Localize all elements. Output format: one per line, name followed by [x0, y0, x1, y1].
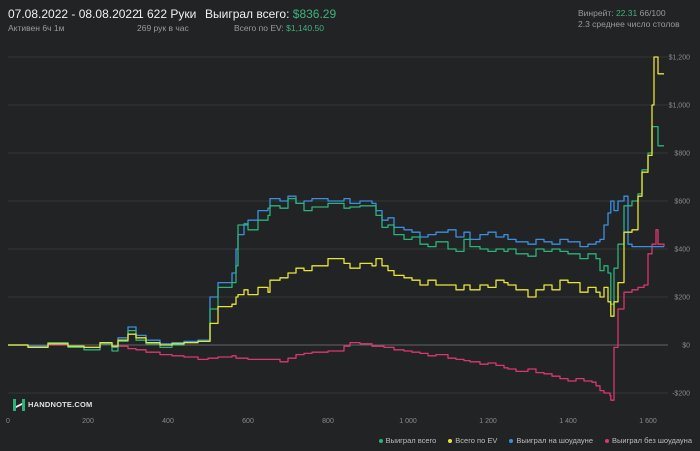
winrate-value: 22.31	[615, 8, 638, 18]
ev-total-label: Всего по EV:	[234, 23, 284, 33]
series-line-ev	[8, 56, 664, 349]
handnote-logo-text: HANDNOTE.COM	[28, 399, 93, 409]
handnote-logo-icon	[13, 398, 25, 411]
y-tick-label: $400	[674, 247, 690, 254]
x-tick-label: 800	[322, 418, 334, 425]
x-tick-label: 1 000	[399, 418, 417, 425]
hands-count: 1 622 Руки	[137, 7, 197, 21]
total-won-value: $836.29	[292, 7, 337, 21]
date-range: 07.08.2022 - 08.08.2022	[8, 7, 139, 21]
x-tick-label: 600	[242, 418, 254, 425]
y-tick-label: -$200	[672, 391, 690, 398]
legend-nonshowdown-label: Выиграл без шоудауна	[612, 436, 692, 445]
legend-showdown[interactable]: Выиграл на шоудауне	[509, 436, 593, 445]
winrate-extra: 66/100	[639, 8, 666, 18]
legend-ev[interactable]: Всего по EV	[448, 436, 497, 445]
x-tick-label: 1 400	[559, 418, 577, 425]
legend-total-label: Выиграл всего	[385, 436, 437, 445]
ev-total: Всего по EV: $1,140.50	[234, 23, 324, 33]
ev-total-value: $1,140.50	[286, 23, 324, 33]
handnote-logo: HANDNOTE.COM	[13, 398, 93, 411]
total-won-label: Выиграл всего:	[205, 7, 290, 21]
y-tick-label: $800	[674, 151, 690, 158]
x-tick-label: 1 200	[479, 418, 497, 425]
x-tick-label: 200	[82, 418, 94, 425]
legend-total[interactable]: Выиграл всего	[378, 436, 437, 445]
stats-header: 07.08.2022 - 08.08.2022 Активен 6ч 1м 1 …	[0, 0, 700, 40]
y-tick-label: $1,200	[669, 55, 691, 62]
legend-nonshowdown[interactable]: Выиграл без шоудауна	[605, 436, 692, 445]
series-line-nonshowdown	[8, 229, 665, 401]
avg-tables: 2.3 среднее число столов	[578, 19, 680, 29]
legend-showdown-label: Выиграл на шоудауне	[516, 436, 593, 445]
winrate: Винрейт: 22.31 66/100	[578, 8, 666, 18]
x-tick-label: 0	[6, 418, 10, 425]
winrate-label: Винрейт:	[578, 8, 614, 18]
chart-legend: Выиграл всего Всего по EV Выиграл на шоу…	[378, 436, 692, 445]
legend-showdown-dot	[509, 438, 514, 443]
legend-total-dot	[378, 438, 383, 443]
y-tick-label: $0	[682, 343, 690, 350]
series-line-total	[8, 125, 664, 352]
x-tick-label: 1 600	[639, 418, 657, 425]
y-tick-label: $1,000	[669, 103, 691, 110]
legend-nonshowdown-dot	[605, 438, 609, 443]
hands-per-hour: 269 рук в час	[137, 23, 189, 33]
legend-ev-label: Всего по EV	[455, 436, 498, 445]
total-won: Выиграл всего: $836.29	[205, 7, 336, 21]
legend-ev-dot	[448, 438, 453, 443]
active-time: Активен 6ч 1м	[8, 23, 65, 33]
series-line-showdown	[8, 195, 664, 349]
y-tick-label: $600	[674, 199, 690, 206]
y-tick-label: $200	[674, 295, 690, 302]
x-tick-label: 400	[162, 418, 174, 425]
